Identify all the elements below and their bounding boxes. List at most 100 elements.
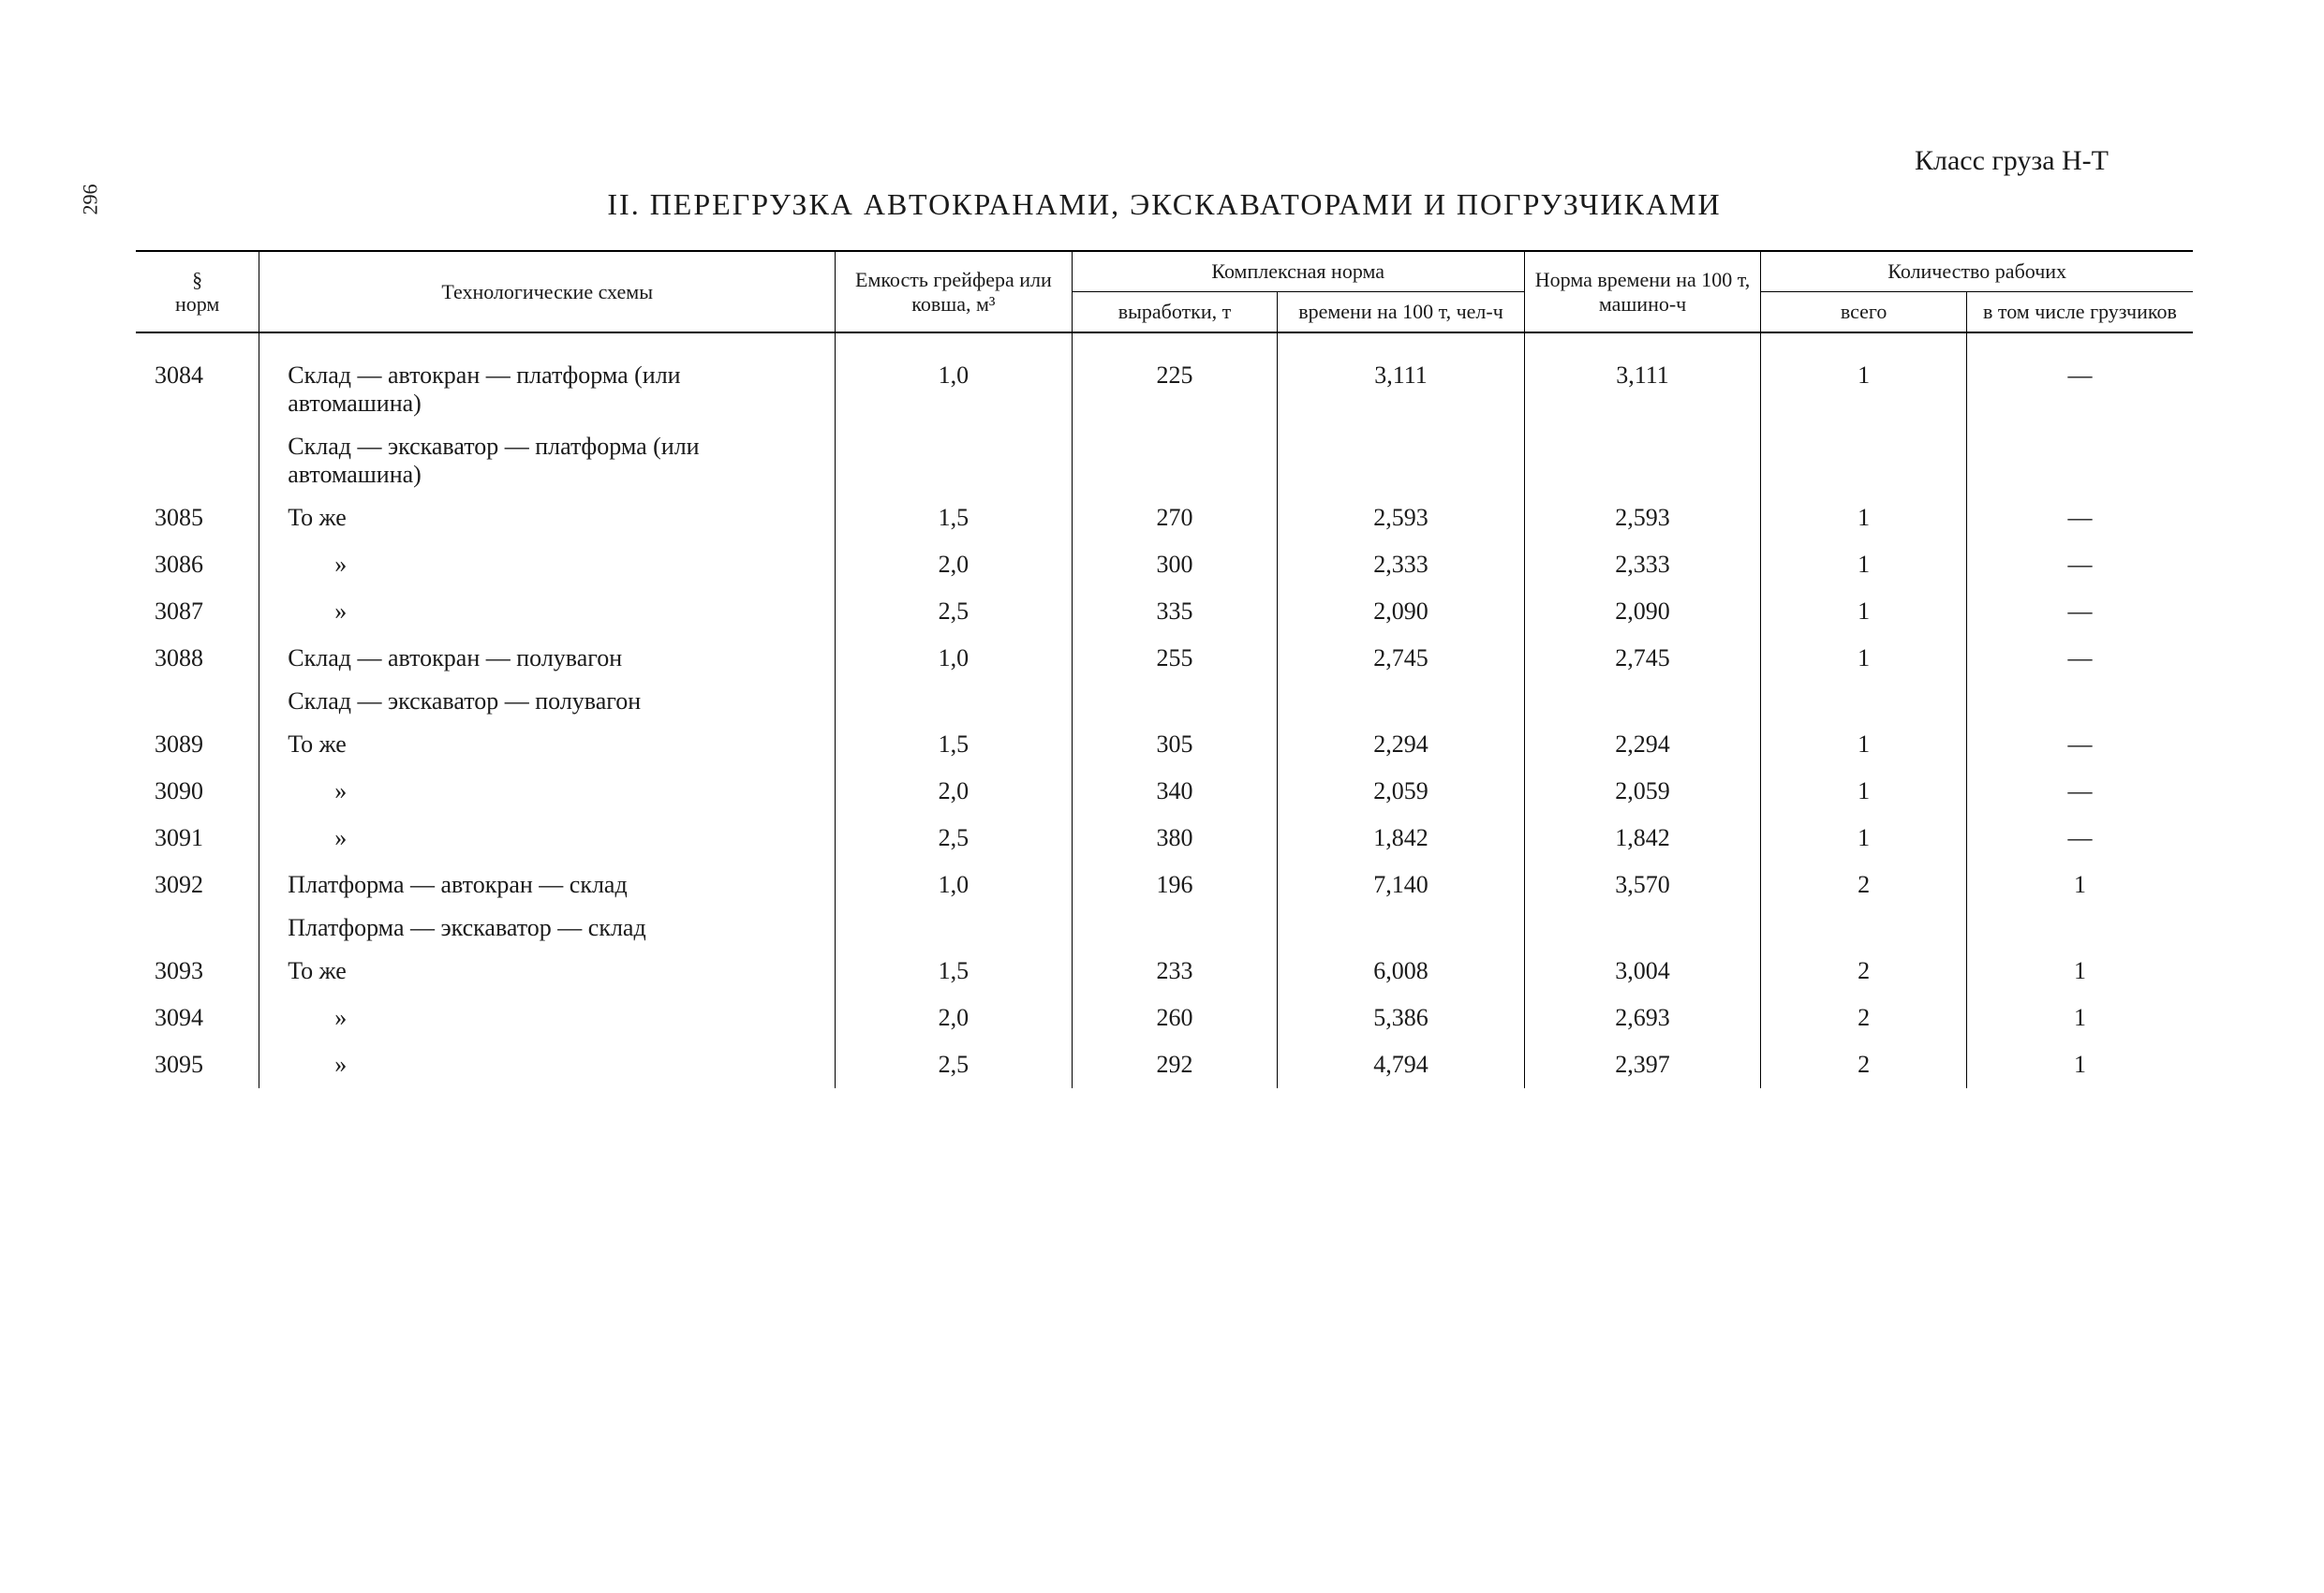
cell-output: 196 xyxy=(1072,862,1278,908)
cell-norm: 3090 xyxy=(136,768,259,815)
cell-time: 2,059 xyxy=(1278,768,1525,815)
cell-scheme: » xyxy=(259,815,836,862)
cell-loaders: — xyxy=(1966,815,2193,862)
cell-scheme: То же xyxy=(259,948,836,995)
cell-time xyxy=(1278,682,1525,721)
cell-scheme: » xyxy=(259,995,836,1041)
cell-total: 1 xyxy=(1761,541,1967,588)
cell-output: 292 xyxy=(1072,1041,1278,1088)
table-row: Склад — экскаватор — полувагон xyxy=(136,682,2193,721)
cell-scheme: То же xyxy=(259,721,836,768)
table-row: 3085То же1,52702,5932,5931— xyxy=(136,494,2193,541)
cell-machine xyxy=(1524,908,1761,948)
cell-output: 233 xyxy=(1072,948,1278,995)
cell-total: 1 xyxy=(1761,588,1967,635)
table-row: 3089То же1,53052,2942,2941— xyxy=(136,721,2193,768)
cell-machine: 3,570 xyxy=(1524,862,1761,908)
table-row: Склад — экскаватор — платформа (или авто… xyxy=(136,427,2193,494)
cell-time: 6,008 xyxy=(1278,948,1525,995)
cell-loaders: — xyxy=(1966,541,2193,588)
cell-loaders: — xyxy=(1966,721,2193,768)
cell-loaders: 1 xyxy=(1966,948,2193,995)
cell-scheme: » xyxy=(259,1041,836,1088)
cell-output: 340 xyxy=(1072,768,1278,815)
cell-loaders xyxy=(1966,427,2193,494)
table-header: § норм Технологические схемы Емкость гре… xyxy=(136,251,2193,332)
cell-output: 270 xyxy=(1072,494,1278,541)
table-row: 3095»2,52924,7942,39721 xyxy=(136,1041,2193,1088)
cell-machine: 1,842 xyxy=(1524,815,1761,862)
cell-norm: 3088 xyxy=(136,635,259,682)
cell-time: 2,593 xyxy=(1278,494,1525,541)
main-content: II. ПЕРЕГРУЗКА АВТОКРАНАМИ, ЭКСКАВАТОРАМ… xyxy=(136,187,2193,1088)
cell-scheme: Склад — автокран — полувагон xyxy=(259,635,836,682)
table-row: 3091»2,53801,8421,8421— xyxy=(136,815,2193,862)
cell-total: 1 xyxy=(1761,721,1967,768)
norms-table: § норм Технологические схемы Емкость гре… xyxy=(136,250,2193,1088)
cell-output xyxy=(1072,427,1278,494)
cell-capacity: 1,0 xyxy=(836,862,1073,908)
th-output: выработки, т xyxy=(1072,292,1278,333)
cell-capacity: 2,0 xyxy=(836,541,1073,588)
cell-norm: 3092 xyxy=(136,862,259,908)
cell-capacity: 1,5 xyxy=(836,721,1073,768)
cell-time: 2,294 xyxy=(1278,721,1525,768)
table-row: 3094»2,02605,3862,69321 xyxy=(136,995,2193,1041)
cell-scheme: » xyxy=(259,768,836,815)
cell-scheme: Склад — автокран — платформа (или автома… xyxy=(259,332,836,427)
cell-scheme: » xyxy=(259,588,836,635)
cell-norm: 3085 xyxy=(136,494,259,541)
cell-scheme: Склад — экскаватор — платформа (или авто… xyxy=(259,427,836,494)
cell-capacity: 1,0 xyxy=(836,635,1073,682)
cell-machine: 2,090 xyxy=(1524,588,1761,635)
cell-output: 300 xyxy=(1072,541,1278,588)
cell-time: 2,333 xyxy=(1278,541,1525,588)
cell-time: 3,111 xyxy=(1278,332,1525,427)
cell-capacity: 1,5 xyxy=(836,948,1073,995)
cell-scheme: То же xyxy=(259,494,836,541)
cell-capacity: 2,5 xyxy=(836,815,1073,862)
cell-loaders: — xyxy=(1966,768,2193,815)
cell-capacity: 1,5 xyxy=(836,494,1073,541)
cell-loaders: — xyxy=(1966,635,2193,682)
cell-output xyxy=(1072,682,1278,721)
cell-capacity: 2,5 xyxy=(836,1041,1073,1088)
cell-loaders: — xyxy=(1966,332,2193,427)
cell-time: 5,386 xyxy=(1278,995,1525,1041)
cell-output: 260 xyxy=(1072,995,1278,1041)
cell-time: 2,745 xyxy=(1278,635,1525,682)
table-row: 3090»2,03402,0592,0591— xyxy=(136,768,2193,815)
cell-output: 305 xyxy=(1072,721,1278,768)
cell-total xyxy=(1761,682,1967,721)
th-total: всего xyxy=(1761,292,1967,333)
cell-norm: 3093 xyxy=(136,948,259,995)
cell-capacity: 2,0 xyxy=(836,768,1073,815)
th-machine-time: Норма времени на 100 т, машино-ч xyxy=(1524,251,1761,332)
th-workers: Количество рабочих xyxy=(1761,251,2193,292)
cell-total: 1 xyxy=(1761,332,1967,427)
th-capacity: Емкость грейфера или ковша, м³ xyxy=(836,251,1073,332)
cell-total: 1 xyxy=(1761,494,1967,541)
cell-norm: 3084 xyxy=(136,332,259,427)
cell-machine: 2,593 xyxy=(1524,494,1761,541)
th-time-per-100: времени на 100 т, чел-ч xyxy=(1278,292,1525,333)
cell-norm: 3091 xyxy=(136,815,259,862)
cell-total: 2 xyxy=(1761,1041,1967,1088)
cell-machine: 2,059 xyxy=(1524,768,1761,815)
section-title: II. ПЕРЕГРУЗКА АВТОКРАНАМИ, ЭКСКАВАТОРАМ… xyxy=(136,187,2193,222)
cell-norm: 3086 xyxy=(136,541,259,588)
table-row: 3088Склад — автокран — полувагон1,02552,… xyxy=(136,635,2193,682)
cell-output: 335 xyxy=(1072,588,1278,635)
cell-total: 1 xyxy=(1761,635,1967,682)
cell-loaders: 1 xyxy=(1966,995,2193,1041)
cell-total: 2 xyxy=(1761,862,1967,908)
th-loaders: в том числе грузчиков xyxy=(1966,292,2193,333)
cell-output xyxy=(1072,908,1278,948)
cell-norm xyxy=(136,908,259,948)
cell-scheme: Платформа — экскаватор — склад xyxy=(259,908,836,948)
cell-machine xyxy=(1524,682,1761,721)
cell-total: 1 xyxy=(1761,815,1967,862)
cell-machine xyxy=(1524,427,1761,494)
cell-capacity xyxy=(836,908,1073,948)
cell-total: 1 xyxy=(1761,768,1967,815)
